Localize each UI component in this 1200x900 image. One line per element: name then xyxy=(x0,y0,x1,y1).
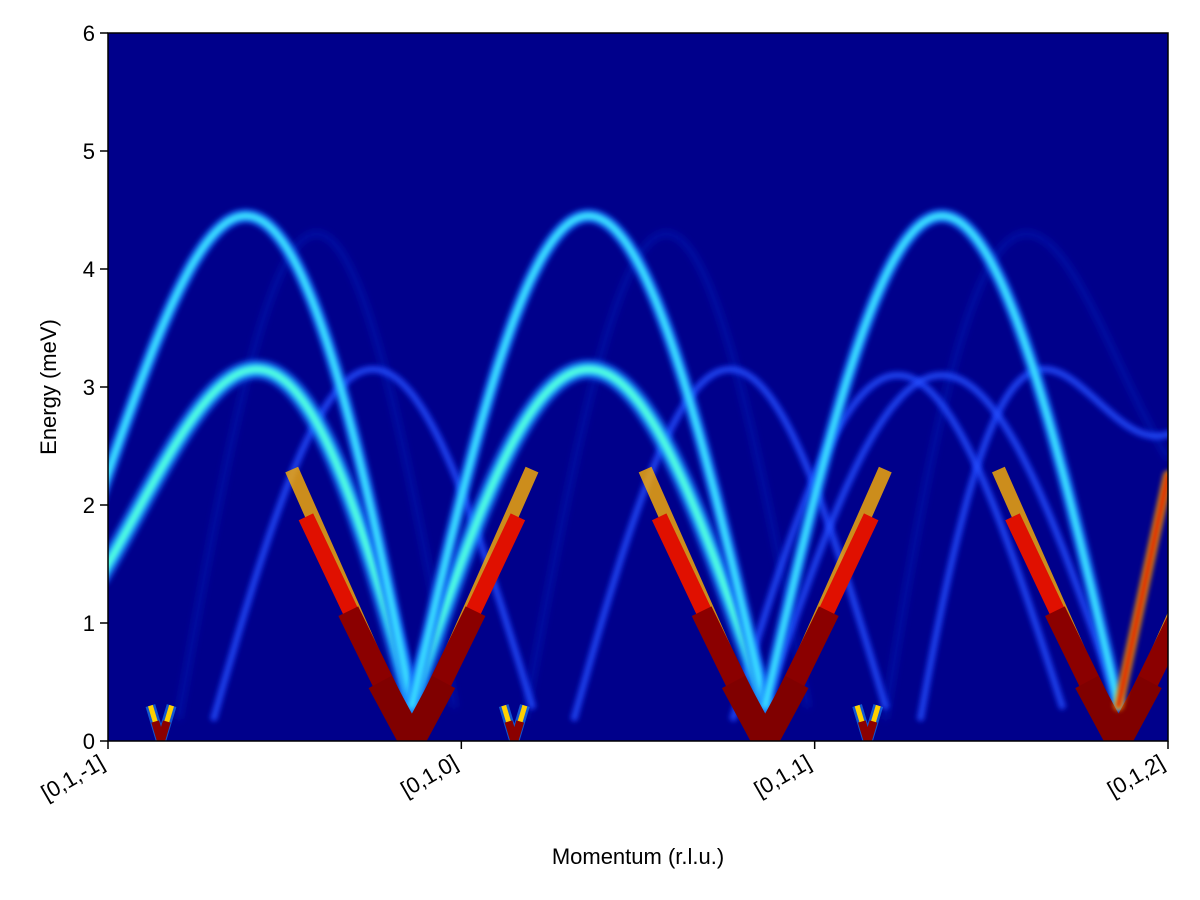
weak-middle-branch xyxy=(569,364,891,723)
upper-branch-stroke xyxy=(108,213,414,708)
upper-branch xyxy=(108,207,420,714)
zone-centre-cone-wing xyxy=(338,606,486,741)
upper-branch-stroke xyxy=(763,213,1121,708)
goldstone-cone-edge xyxy=(148,704,174,741)
goldstone-cone-core xyxy=(151,720,171,741)
goldstone-cone xyxy=(498,704,530,741)
zone-centre-cone-wing xyxy=(368,675,456,741)
zone-centre-cone-wing xyxy=(1075,675,1162,741)
weak-middle-branch-stroke xyxy=(918,367,1168,720)
faint-branch-stroke xyxy=(176,231,457,720)
upper-branch xyxy=(757,207,1127,714)
y-tick-label: 6 xyxy=(83,21,95,46)
y-tick-label: 2 xyxy=(83,493,95,518)
y-tick-label: 4 xyxy=(83,257,95,282)
zone-centre-cone-wing xyxy=(1005,513,1168,741)
faint-branch xyxy=(883,231,1168,720)
zone-centre-cone-wing xyxy=(298,513,526,741)
goldstone-cone xyxy=(852,704,884,741)
zone-centre-cone-wing xyxy=(651,513,879,741)
faint-branch-stroke xyxy=(883,231,1168,720)
zone-centre-cone xyxy=(285,466,539,741)
faint-branch xyxy=(176,231,457,720)
edge-branch-stroke xyxy=(1115,472,1168,709)
y-axis-label: Energy (meV) xyxy=(36,319,61,455)
weak-middle-branch-stroke xyxy=(731,373,1064,720)
faint-branch-stroke xyxy=(522,231,810,720)
goldstone-cone-core xyxy=(857,720,878,741)
goldstone-cone xyxy=(145,704,177,741)
middle-branch-stroke xyxy=(108,366,415,709)
zone-centre-cone-wing xyxy=(1045,606,1168,741)
y-tick-label: 1 xyxy=(83,611,95,636)
x-tick-label: [0,1,0] xyxy=(396,750,461,802)
middle-branch xyxy=(108,358,423,717)
goldstone-cone-edge xyxy=(501,704,528,741)
zone-centre-cone xyxy=(991,466,1168,741)
upper-branch xyxy=(403,207,774,714)
x-tick-label: [0,1,2] xyxy=(1103,750,1168,802)
middle-branch-weak-stroke xyxy=(763,373,1121,708)
middle-branch-weak xyxy=(760,370,1124,711)
zone-centre-cone xyxy=(638,466,892,741)
weak-middle-branch xyxy=(915,364,1168,723)
middle-branch-stroke xyxy=(408,366,769,709)
x-axis-label: Momentum (r.l.u.) xyxy=(552,844,724,869)
faint-branch xyxy=(522,231,810,720)
middle-branch xyxy=(400,358,777,717)
weak-middle-branch-stroke xyxy=(572,367,888,720)
zone-centre-cone-wing xyxy=(721,675,809,741)
zone-centre-cone-wing xyxy=(691,606,839,741)
x-tick-label: [0,1,1] xyxy=(750,750,815,802)
upper-branch-stroke xyxy=(409,213,768,708)
goldstone-cone-edge xyxy=(854,704,881,741)
y-tick-label: 3 xyxy=(83,375,95,400)
goldstone-cone-core xyxy=(504,720,525,741)
y-tick-label: 0 xyxy=(83,729,95,754)
edge-branch xyxy=(1113,470,1168,711)
y-tick-label: 5 xyxy=(83,139,95,164)
heatmap-layer xyxy=(108,207,1168,741)
x-tick-label: [0,1,-1] xyxy=(37,750,109,806)
weak-middle-branch xyxy=(728,370,1067,723)
